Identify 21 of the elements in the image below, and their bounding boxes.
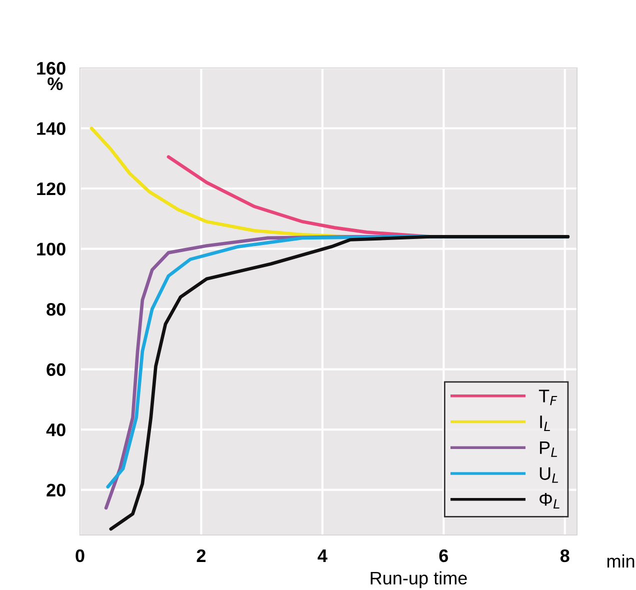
legend-label: I$_{L}$ bbox=[540, 416, 550, 432]
y-tick-label: 40 bbox=[46, 423, 66, 436]
text: min bbox=[607, 554, 634, 568]
y-axis-title: % bbox=[48, 77, 63, 90]
x-tick-label: 6 bbox=[439, 549, 448, 562]
legend-label: P$_{L}$ bbox=[540, 441, 558, 457]
y-tick-label: 160 bbox=[37, 62, 66, 75]
y-tick-label: 120 bbox=[37, 182, 66, 196]
y-tick-label: 140 bbox=[37, 122, 66, 135]
y-tick-label: 60 bbox=[46, 363, 66, 376]
y-tick-label: 100 bbox=[37, 242, 66, 256]
legend-label: U$_{L}$ bbox=[540, 467, 558, 483]
x-axis-title: Run-up time bbox=[370, 571, 467, 588]
y-tick-label: 80 bbox=[46, 302, 66, 316]
x-tick-label: 0 bbox=[76, 549, 84, 562]
y-tick-label: 20 bbox=[46, 484, 66, 497]
x-tick-label: 4 bbox=[318, 550, 328, 562]
x-tick-label: 8 bbox=[560, 549, 570, 562]
legend-label: T$_{F}$ bbox=[538, 390, 558, 406]
legend-label: Φ$_{L}$ bbox=[540, 493, 560, 508]
x-tick-label: 2 bbox=[196, 549, 206, 562]
